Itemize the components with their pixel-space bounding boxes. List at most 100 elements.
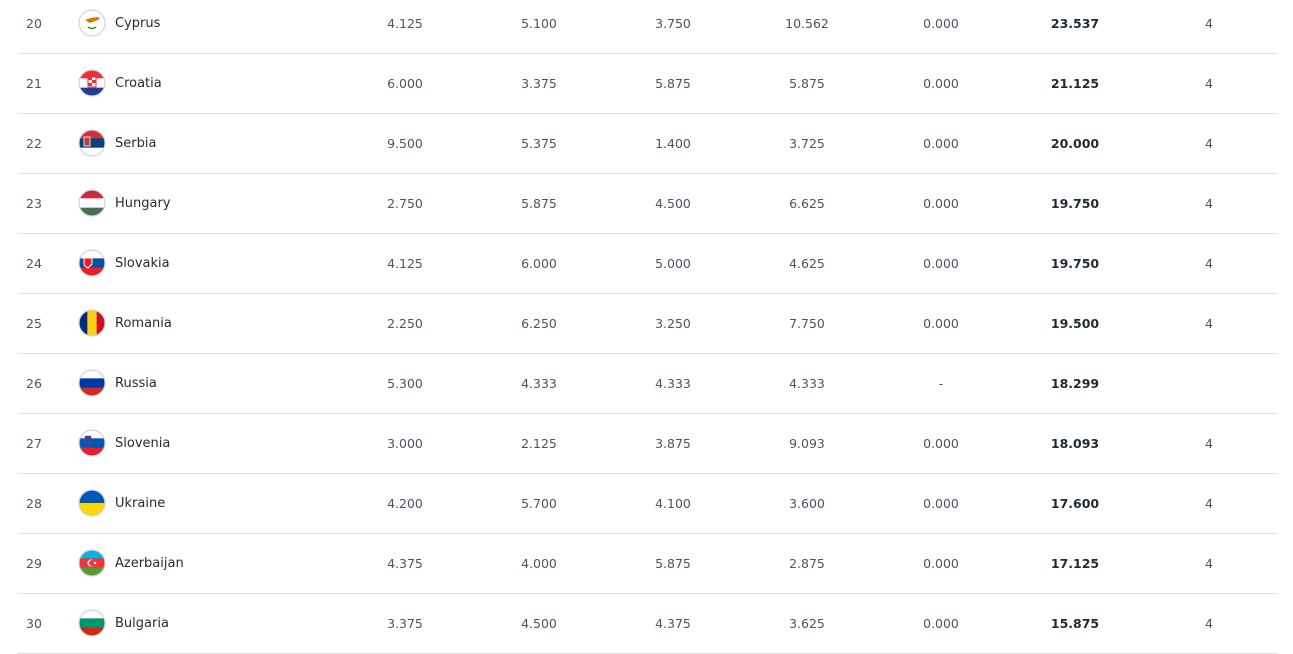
table-row[interactable]: 26 Russia 5.300 4.333 4.333 4.333 - 18.299 [18,354,1277,414]
score-5: - [938,376,944,391]
score-1: 6.000 [387,76,423,91]
score-3: 4.333 [655,376,691,391]
score-2: 5.375 [521,136,557,151]
total-points: 18.299 [1050,376,1100,391]
score-3: 3.875 [655,436,691,451]
score-1: 5.300 [387,376,423,391]
score-1: 4.125 [387,16,423,31]
score-1: 3.375 [387,616,423,631]
score-3: 5.000 [655,256,691,271]
rank-cell: 25 [26,316,42,331]
teams-count: 4 [1205,496,1213,511]
table-row[interactable]: 23 Hungary 2.750 5.875 4.500 6.625 0.000 19.750… [18,174,1277,234]
score-4: 7.750 [789,316,825,331]
score-2: 5.100 [521,16,557,31]
total-points: 17.125 [1050,556,1100,571]
score-1: 2.750 [387,196,423,211]
rank-cell: 30 [26,616,42,631]
teams-count: 4 [1205,196,1213,211]
rank-cell: 28 [26,496,42,511]
table-row[interactable]: 21 Croatia 6.000 3.375 5.875 5.875 0.000 21.125… [18,54,1277,114]
rank-cell: 29 [26,556,42,571]
azerbaijan-flag-icon [78,549,106,577]
country-name[interactable]: Slovenia [115,436,171,451]
rank-cell: 27 [26,436,42,451]
score-3: 3.750 [655,16,691,31]
score-2: 3.375 [521,76,557,91]
romania-flag-icon [78,309,106,337]
score-3: 3.250 [655,316,691,331]
table-row[interactable]: 29 Azerbaijan 4.375 4.000 5.875 2.875 0.000 17.… [18,534,1277,594]
score-5: 0.000 [923,496,959,511]
score-2: 4.000 [521,556,557,571]
score-4: 4.333 [789,376,825,391]
score-5: 0.000 [923,136,959,151]
total-points: 18.093 [1050,436,1100,451]
score-5: 0.000 [923,616,959,631]
russia-flag-icon [78,369,106,397]
score-4: 4.625 [789,256,825,271]
score-1: 4.200 [387,496,423,511]
table-row[interactable]: 27 Slovenia 3.000 2.125 3.875 9.093 0.000 18.09… [18,414,1277,474]
score-1: 4.375 [387,556,423,571]
rank-cell: 23 [26,196,42,211]
country-name[interactable]: Bulgaria [115,616,169,631]
table-row[interactable]: 20 Cyprus 4.125 5.100 3.750 10.562 0.000 23.537… [18,0,1277,54]
total-points: 19.500 [1050,316,1100,331]
total-points: 17.600 [1050,496,1100,511]
country-name[interactable]: Ukraine [115,496,166,511]
score-2: 5.700 [521,496,557,511]
rank-cell: 24 [26,256,42,271]
score-5: 0.000 [923,256,959,271]
total-points: 19.750 [1050,256,1100,271]
score-5: 0.000 [923,436,959,451]
score-3: 5.875 [655,76,691,91]
score-3: 4.500 [655,196,691,211]
country-ranking-table: 20 Cyprus 4.125 5.100 3.750 10.562 0.000 23.537… [18,0,1277,654]
cyprus-flag-icon [78,9,106,37]
score-3: 4.375 [655,616,691,631]
country-name[interactable]: Slovakia [115,256,170,271]
score-1: 3.000 [387,436,423,451]
country-name[interactable]: Romania [115,316,172,331]
teams-count: 4 [1205,16,1213,31]
serbia-flag-icon [78,129,106,157]
score-4: 9.093 [789,436,825,451]
score-2: 6.000 [521,256,557,271]
bulgaria-flag-icon [78,609,106,637]
teams-count [1159,354,1259,413]
country-name[interactable]: Croatia [115,76,162,91]
teams-count: 4 [1205,556,1213,571]
score-4: 2.875 [789,556,825,571]
total-points: 19.750 [1050,196,1100,211]
country-name[interactable]: Russia [115,376,157,391]
country-name[interactable]: Cyprus [115,16,161,31]
country-name[interactable]: Hungary [115,196,171,211]
score-4: 5.875 [789,76,825,91]
teams-count: 4 [1205,316,1213,331]
score-2: 6.250 [521,316,557,331]
score-5: 0.000 [923,16,959,31]
ukraine-flag-icon [78,489,106,517]
hungary-flag-icon [78,189,106,217]
table-row[interactable]: 22 Serbia 9.500 5.375 1.400 3.725 0.000 20.000 4 [18,114,1277,174]
table-row[interactable]: 30 Bulgaria 3.375 4.500 4.375 3.625 0.000 15.87… [18,594,1277,654]
slovenia-flag-icon [78,429,106,457]
score-4: 6.625 [789,196,825,211]
teams-count: 4 [1205,436,1213,451]
croatia-flag-icon [78,69,106,97]
slovakia-flag-icon [78,249,106,277]
table-row[interactable]: 28 Ukraine 4.200 5.700 4.100 3.600 0.000 17.600… [18,474,1277,534]
score-5: 0.000 [923,316,959,331]
score-4: 3.625 [789,616,825,631]
country-name[interactable]: Azerbaijan [115,556,184,571]
table-row[interactable]: 24 Slovakia 4.125 6.000 5.000 4.625 0.000 19.75… [18,234,1277,294]
country-name[interactable]: Serbia [115,136,157,151]
score-5: 0.000 [923,196,959,211]
score-4: 3.600 [789,496,825,511]
score-1: 2.250 [387,316,423,331]
score-2: 5.875 [521,196,557,211]
teams-count: 4 [1205,136,1213,151]
table-row[interactable]: 25 Romania 2.250 6.250 3.250 7.750 0.000 19.500… [18,294,1277,354]
score-5: 0.000 [923,556,959,571]
